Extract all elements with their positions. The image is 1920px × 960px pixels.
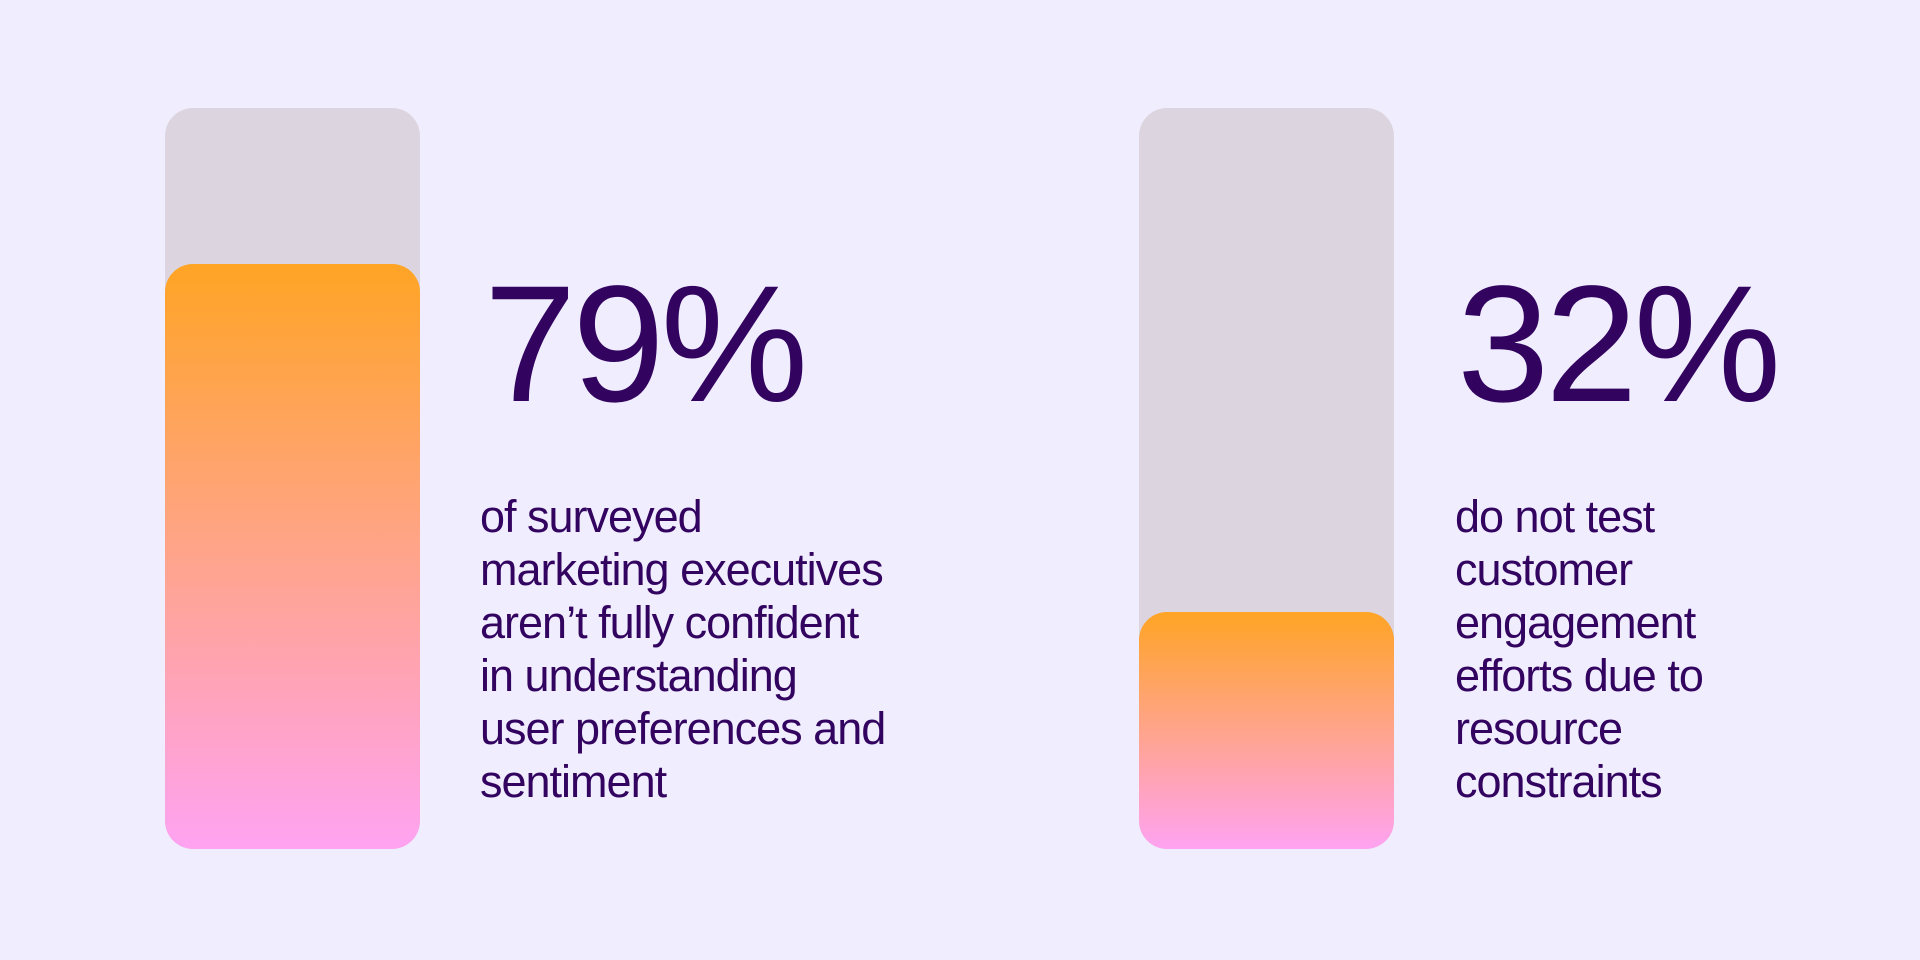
description-line: sentiment bbox=[480, 756, 667, 807]
description-line: user preferences and bbox=[480, 703, 886, 754]
bar-track-1 bbox=[165, 108, 420, 849]
stat-value-2: 32% bbox=[1457, 252, 1781, 437]
description-line: resource bbox=[1455, 703, 1623, 754]
description-line: constraints bbox=[1455, 756, 1663, 807]
description-line: engagement bbox=[1455, 597, 1696, 648]
stat-description-2: do not test customer engagement efforts … bbox=[1455, 490, 1704, 808]
bar-fill-2 bbox=[1139, 611, 1394, 849]
bar-track-2 bbox=[1139, 108, 1394, 849]
description-line: aren’t fully confident bbox=[480, 597, 859, 648]
description-line: efforts due to bbox=[1455, 650, 1704, 701]
description-line: in understanding bbox=[480, 650, 798, 701]
stat-description-1: of surveyed marketing executives aren’t … bbox=[480, 490, 886, 808]
stat-value-1: 79% bbox=[484, 252, 808, 437]
bar-fill-1 bbox=[165, 263, 420, 849]
description-line: do not test bbox=[1455, 491, 1655, 542]
description-line: marketing executives bbox=[480, 544, 884, 595]
description-line: customer bbox=[1455, 544, 1633, 595]
description-line: of surveyed bbox=[480, 491, 703, 542]
